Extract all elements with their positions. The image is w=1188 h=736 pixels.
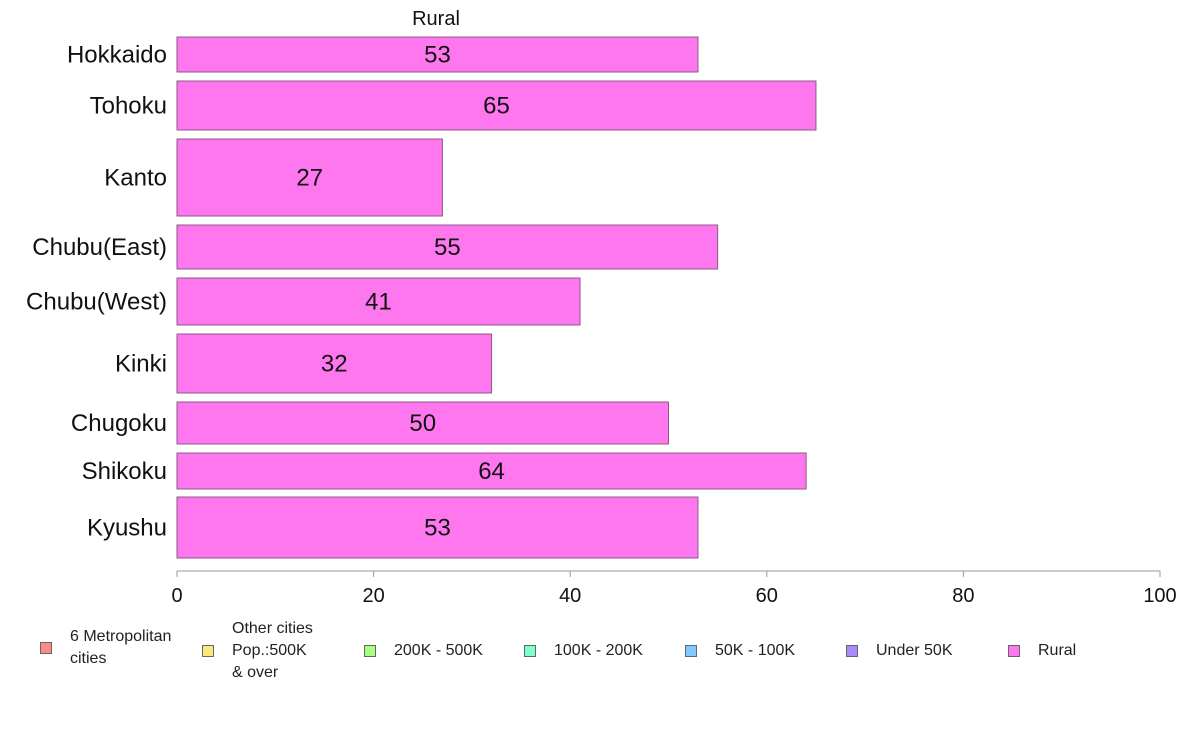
bar-hokkaido [176,36,699,73]
bar-value-label: 64 [478,458,505,485]
bar-value-label: 27 [296,165,323,192]
category-label: Tohoku [90,93,167,120]
legend-label: 50K - 100K [715,642,796,659]
legend: 6 Metropolitan cities Other cities Pop.:… [0,620,1188,690]
x-tick-label: 80 [952,585,974,607]
legend-item-50k-100k: 50K - 100K [685,640,795,662]
legend-swatch [1008,645,1020,657]
legend-swatch [846,645,858,657]
legend-label: Rural [1038,642,1077,659]
category-label: Hokkaido [67,42,167,69]
category-label: Chugoku [71,410,167,437]
category-label: Kyushu [87,515,167,542]
legend-label: 100K - 200K [554,642,643,659]
bar-value-label: 65 [483,93,510,120]
category-label: Shikoku [82,458,167,485]
legend-swatch [685,645,697,657]
x-tick-label: 40 [559,585,581,607]
legend-label: 6 Metropolitan cities [70,628,172,667]
bar-chubu-west- [176,277,581,326]
bar-value-label: 53 [424,515,451,542]
category-label: Chubu(West) [26,289,167,316]
bar-value-label: 55 [434,234,461,261]
category-label: Kinki [115,351,167,378]
bar-shikoku [176,452,807,490]
legend-label: Other cities Pop.:500K & over [232,620,313,681]
x-tick-label: 0 [171,585,182,607]
legend-label: Under 50K [876,642,953,659]
legend-item-6-metropolitan: 6 Metropolitan cities [40,626,171,670]
bars-group: 53 Hokkaido 65 Tohoku 27 Kanto 55 Chubu(East) 41… [26,36,817,559]
chart-title: Rural [412,8,460,30]
legend-swatch [364,645,376,657]
x-tick-label: 20 [362,585,384,607]
legend-item-200k-500k: 200K - 500K [364,640,483,662]
bar-kyushu [176,496,699,559]
bar-tohoku [176,80,817,131]
legend-swatch [202,645,214,657]
legend-swatch [524,645,536,657]
x-axis: 0 20 40 60 80 100 [171,570,1177,607]
bar-value-label: 41 [365,289,392,316]
legend-label: 200K - 500K [394,642,483,659]
bar-chubu-east- [176,224,719,270]
legend-item-under-50k: Under 50K [846,640,953,662]
x-tick-label: 100 [1143,585,1176,607]
bar-value-label: 53 [424,42,451,69]
bar-kinki [176,333,493,394]
legend-item-other-cities: Other cities Pop.:500K & over [202,618,313,684]
bar-value-label: 50 [409,410,436,437]
bar-value-label: 32 [321,351,348,378]
legend-item-rural: Rural [1008,640,1076,662]
legend-swatch [40,642,52,654]
category-label: Kanto [104,165,167,192]
bar-kanto [176,138,443,217]
x-tick-label: 60 [756,585,778,607]
category-label: Chubu(East) [32,234,167,261]
bar-chugoku [176,401,669,445]
legend-item-100k-200k: 100K - 200K [524,640,643,662]
